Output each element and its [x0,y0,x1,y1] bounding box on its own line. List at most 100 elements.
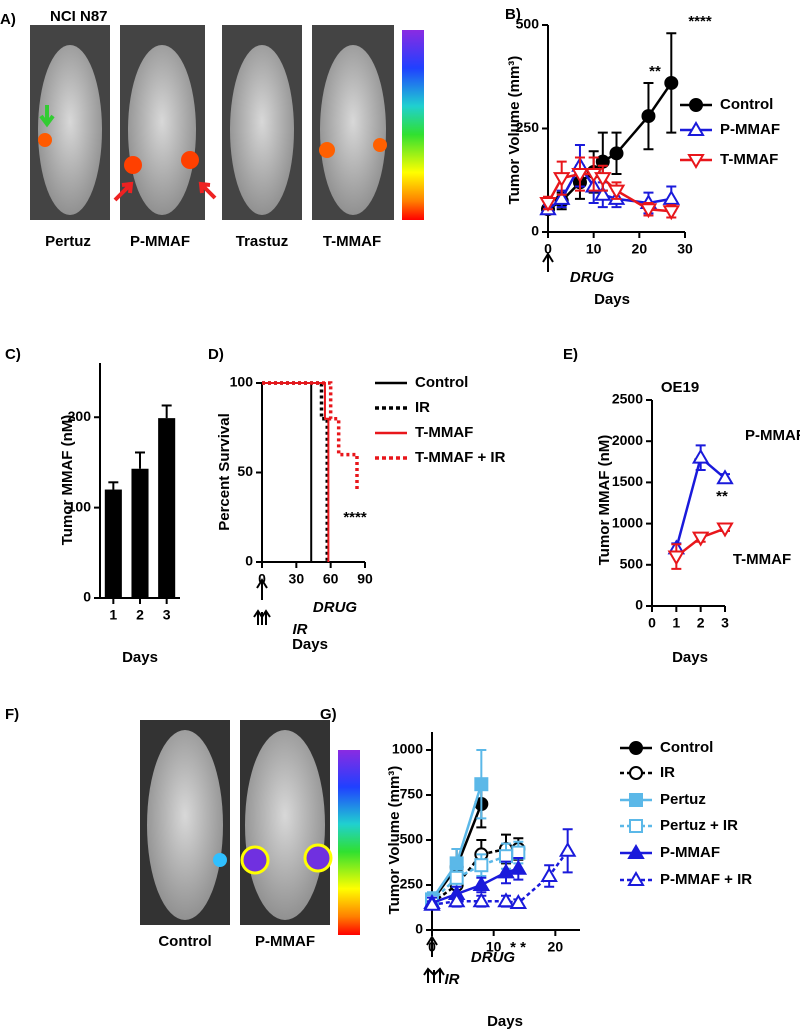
legend-marker [629,793,643,807]
annotation: **** [688,13,712,30]
y-tick-label: 200 [68,408,92,424]
legend-label: Control [660,739,713,756]
image-label: T-MMAF [323,233,381,250]
x-axis-label: Days [487,1013,523,1030]
marker [497,892,515,908]
marker [691,448,710,464]
x-tick-label: 2 [136,607,144,623]
x-tick-label: 0 [648,615,656,631]
panel-label: G) [320,706,337,723]
x-tick-label: 30 [289,571,305,587]
annotation: IR [293,621,308,638]
y-tick-label: 2500 [612,391,643,407]
marker [662,205,681,221]
y-tick-label: 0 [415,921,423,937]
y-tick-label: 1000 [612,514,643,530]
panel-label: D) [208,346,224,363]
annotation: DRUG [570,269,614,286]
legend-label: T-MMAF [720,151,778,168]
legend-marker [629,766,643,780]
marker [540,867,558,882]
x-tick-label: 1 [672,615,680,631]
marker [449,856,464,871]
x-tick-label: 0 [544,241,552,257]
legend-label: Pertuz [660,791,706,808]
marker [472,892,491,908]
bar [131,468,149,598]
y-tick-label: 0 [245,553,253,569]
image-label: Control [158,933,211,950]
legend-label: T-MMAF [415,424,473,441]
marker [664,75,679,90]
legend-label: Pertuz + IR [660,817,738,834]
series-label: P-MMAF [745,427,800,444]
x-tick-label: 90 [357,571,373,587]
dosing-arrows [253,252,554,983]
image-label: Trastuz [236,233,289,250]
y-tick-label: 0 [83,589,91,605]
marker [552,189,571,205]
y-tick-label: 100 [68,498,92,514]
marker [691,531,710,547]
annotation: ** [716,488,728,505]
x-tick-label: 1 [109,607,117,623]
x-tick-label: 20 [548,939,564,955]
x-tick-label: 10 [586,241,602,257]
marker [449,870,464,885]
panel-label: A) [0,11,16,28]
marker [716,469,734,485]
annotation: DRUG [471,949,515,966]
y-axis-label: Percent Survival [216,413,233,531]
marker [667,550,686,566]
legend-marker [629,741,643,755]
legend-label: Control [720,96,773,113]
marker [594,185,612,201]
y-tick-label: 0 [531,223,539,239]
marker [423,895,441,911]
marker [594,172,612,188]
x-tick-label: 0 [258,571,266,587]
survival-line [262,381,329,562]
marker [558,841,577,857]
legend-marker [627,871,645,886]
marker [472,876,491,891]
y-tick-label: 500 [516,16,540,32]
x-tick-label: 3 [721,615,729,631]
marker [474,858,489,873]
y-tick-label: 500 [400,831,424,847]
marker [639,203,658,219]
legend-label: Control [415,374,468,391]
x-axis-label: Days [594,291,630,308]
survival-line [262,382,330,562]
y-axis-label: Tumor Volume (mm³) [506,56,523,205]
legend-marker [689,98,703,112]
legend-label: P-MMAF [720,121,780,138]
x-tick-label: 0 [428,939,436,955]
image-label: Pertuz [45,233,91,250]
panel-f-images [140,720,360,935]
marker [447,892,466,908]
marker [641,109,656,124]
y-tick-label: 50 [237,463,253,479]
marker [511,845,526,860]
y-tick-label: 1500 [612,473,643,489]
series-label: T-MMAF [733,551,791,568]
marker [509,859,528,875]
legend-label: P-MMAF + IR [660,871,752,888]
y-tick-label: 250 [400,876,424,892]
y-tick-label: 2000 [612,432,643,448]
x-axis-label: Days [122,649,158,666]
bar [158,418,176,598]
y-tick-label: 750 [400,786,424,802]
x-tick-label: 30 [677,241,693,257]
y-axis-label: Tumor MMAF (nM) [596,435,613,566]
marker [552,172,571,188]
x-tick-label: 3 [163,607,171,623]
marker [497,863,515,879]
annotation: **** [343,509,367,526]
marker [662,189,681,205]
legend-label: P-MMAF [660,844,720,861]
x-tick-label: 10 [486,939,502,955]
y-tick-label: 1000 [392,741,423,757]
